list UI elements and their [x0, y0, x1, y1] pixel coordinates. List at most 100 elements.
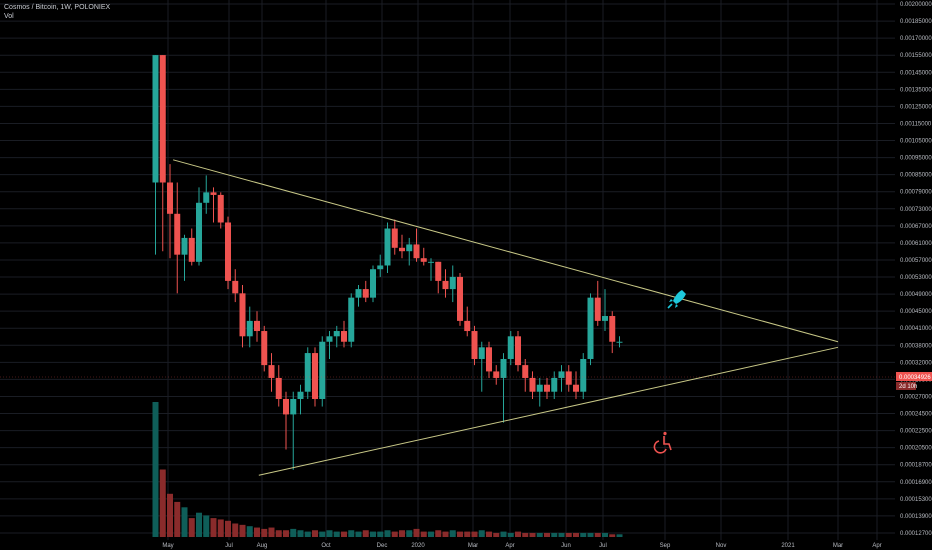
candle-body: [529, 377, 536, 392]
volume-bar: [362, 530, 369, 537]
candles: [152, 55, 623, 470]
price-tick-label: 0.00135000: [900, 87, 932, 93]
price-axis[interactable]: 0.00200000 0.00185000 0.00170000 0.00155000…: [896, 0, 932, 550]
candle-body: [413, 244, 420, 259]
candle-body: [152, 55, 159, 183]
volume-bar: [167, 493, 173, 537]
volume-bar: [616, 534, 623, 537]
candle-body: [486, 347, 492, 372]
candle-body: [246, 320, 253, 337]
volume-bar: [573, 532, 579, 537]
volume-bar: [290, 528, 297, 537]
price-tick-label: 0.00020500: [900, 446, 932, 452]
price-tick-label: 0.00061000: [900, 241, 932, 247]
candle-body: [457, 276, 463, 321]
volume-label: Vol: [4, 13, 14, 20]
price-tick-label: 0.00015300: [900, 497, 932, 503]
price-tick-label: 0.00012700: [900, 531, 932, 537]
volume-bar: [435, 530, 442, 537]
time-tick-label: Apr: [872, 543, 881, 549]
price-tick-label: 0.00053000: [900, 275, 932, 281]
volume-bar: [442, 531, 449, 537]
candle-body: [326, 336, 333, 342]
price-tick-label: 0.00095000: [900, 156, 932, 162]
volume-bar: [413, 528, 420, 537]
trendlines: [172, 159, 839, 476]
volume-bar: [203, 515, 210, 537]
candle-body: [602, 316, 608, 321]
price-tick-label: 0.00041000: [900, 326, 932, 332]
volume-bar: [159, 469, 166, 537]
price-tick-label: 0.00115000: [900, 121, 932, 127]
volume-bar: [377, 531, 384, 537]
volume-bar: [500, 531, 507, 537]
volume-bar: [602, 532, 608, 537]
candle-body: [478, 347, 485, 359]
price-tick-label: 0.00024500: [900, 412, 932, 418]
volume-bar: [246, 526, 253, 537]
candle-body: [297, 391, 304, 399]
countdown-label: 2d 10h: [899, 384, 917, 390]
time-axis[interactable]: May Jul Aug Oct Dec 2020 Mar Apr Jun Jul Sep Nov 202…: [162, 543, 881, 549]
candle-body: [536, 384, 543, 392]
time-tick-label: Sep: [660, 543, 671, 549]
candle-body: [391, 228, 398, 248]
volume-bar: [181, 507, 188, 537]
countdown-badge: [896, 382, 916, 390]
candle-body: [232, 280, 239, 294]
candle-body: [500, 358, 507, 378]
rocket-icon[interactable]: [667, 290, 686, 309]
volume-bar: [478, 530, 485, 537]
volume-bar: [464, 531, 471, 537]
time-tick-label: Jul: [225, 543, 233, 549]
volume-bar: [217, 519, 224, 537]
volume-bar: [594, 532, 601, 537]
candle-body: [515, 336, 521, 366]
volume-bar: [587, 532, 594, 537]
time-tick-label: Nov: [716, 543, 727, 549]
candle-body: [283, 398, 289, 415]
volume-bar: [384, 530, 391, 537]
volume-bar: [319, 531, 326, 537]
time-tick-label: Mar: [833, 543, 843, 549]
grid: [0, 0, 895, 540]
price-tick-label: 0.00067000: [900, 224, 932, 230]
candle-body: [362, 289, 369, 298]
candle-body: [580, 358, 587, 392]
candle-body: [341, 331, 347, 342]
candle-body: [507, 336, 514, 359]
price-tick-label: 0.00125000: [900, 104, 932, 110]
symbol-title[interactable]: Cosmos / Bitcoin, 1W, POLONIEX: [4, 4, 111, 11]
price-tick-label: 0.00105000: [900, 139, 932, 145]
wheelchair-icon[interactable]: [653, 431, 672, 454]
volume-bar: [188, 518, 195, 537]
volume-bar: [406, 530, 413, 537]
volume-bar: [268, 527, 275, 537]
volume-bar: [341, 531, 347, 537]
candle-body: [464, 320, 471, 332]
candle-body: [587, 297, 594, 359]
annotations[interactable]: [653, 290, 686, 454]
volume-bar: [471, 531, 478, 537]
candle-body: [420, 258, 427, 262]
time-tick-label: Jun: [561, 543, 571, 549]
volume-bar: [449, 530, 456, 537]
volume-bar: [515, 531, 521, 537]
volume-bar: [152, 402, 159, 537]
volume-bar: [536, 532, 543, 537]
price-tick-label: 0.00016900: [900, 480, 932, 486]
current-price-badge: [896, 372, 932, 381]
price-tick-label: 0.00155000: [900, 53, 932, 59]
candle-body: [167, 182, 173, 214]
candle-body: [522, 365, 529, 378]
volume-bar: [558, 532, 565, 537]
volume-bar: [225, 520, 231, 537]
price-tick-label: 0.00038000: [900, 343, 932, 349]
candle-body: [355, 289, 362, 298]
price-tick-label: 0.00085000: [900, 173, 932, 179]
trendline[interactable]: [258, 346, 839, 476]
volume-bar: [609, 534, 616, 537]
trendline[interactable]: [172, 159, 839, 343]
candle-body: [319, 341, 326, 399]
